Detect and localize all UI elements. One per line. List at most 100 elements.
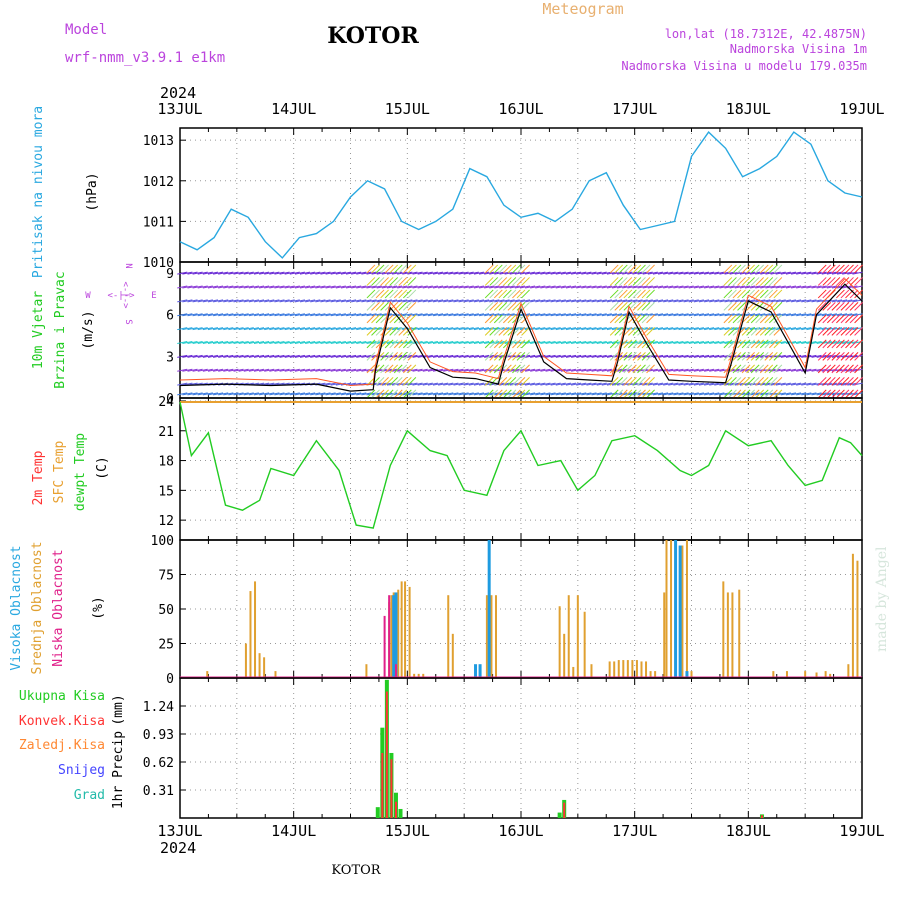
legend-konvek: Konvek.Kisa <box>19 714 105 729</box>
wind-band-barb <box>845 277 853 285</box>
compass-e: E <box>151 291 156 301</box>
cloud-bar <box>486 595 488 678</box>
wind-band-barb <box>647 315 655 323</box>
cloud-bar <box>563 634 565 678</box>
pressure-line <box>180 132 862 258</box>
wind-band-barb <box>408 365 416 373</box>
cloud-bar <box>847 664 849 678</box>
wind-band-barb <box>760 365 768 373</box>
wind-band-barb <box>765 277 773 285</box>
wind-band-barb <box>381 302 389 310</box>
wind-band-barb <box>724 302 732 310</box>
y-tick-label: 24 <box>158 395 174 410</box>
wind-band-barb <box>408 315 416 323</box>
wind-band-barb <box>823 365 831 373</box>
wind-band-barb <box>724 277 732 285</box>
wind-axis-title: 10m Vjetar <box>31 291 46 369</box>
wind-band-barb <box>610 290 618 298</box>
wind-band-barb <box>738 290 746 298</box>
wind-band-barb <box>517 365 525 373</box>
wind-unit: (m/s) <box>81 310 96 349</box>
wind-band-barb <box>760 290 768 298</box>
wind-band-barb <box>408 290 416 298</box>
legend-snijeg: Snijeg <box>58 763 105 778</box>
wind-band-barb <box>841 265 849 273</box>
wind-band-barb <box>832 277 840 285</box>
precip-bar <box>376 807 380 818</box>
wind-band-barb <box>751 265 759 273</box>
legend-grad: Grad <box>74 788 105 803</box>
cloud-bar <box>409 587 411 678</box>
model-name: wrf-nmm_v3.9.1 e1km <box>65 50 225 66</box>
clouds-unit: (%) <box>91 596 106 619</box>
cloud-bar <box>636 660 638 678</box>
cloud-bar <box>670 540 672 678</box>
wind-band-barb <box>628 340 636 348</box>
x-tick-label-bottom: 17JUL <box>612 822 657 840</box>
y-tick-label: 50 <box>158 603 174 618</box>
compass-n: N <box>123 263 133 268</box>
wind-band-barb <box>367 290 375 298</box>
wind-band-barb <box>845 315 853 323</box>
cloud-bar <box>627 660 629 678</box>
precip-bar <box>381 753 383 818</box>
wind-band-barb <box>633 302 641 310</box>
clouds-axis-title3: Niska Oblacnost <box>51 549 66 666</box>
wind-band-barb <box>499 277 507 285</box>
wind-band-barb <box>756 290 764 298</box>
wind-band-barb <box>522 290 530 298</box>
wind-band-barb <box>615 315 623 323</box>
wind-band-barb <box>390 277 398 285</box>
wind-band-barb <box>832 315 840 323</box>
cloud-bar <box>490 595 492 678</box>
wind-band-barb <box>751 340 759 348</box>
x-tick-label-top: 15JUL <box>385 100 430 118</box>
wind-band-barb <box>760 315 768 323</box>
pressure-unit: (hPa) <box>85 172 100 211</box>
wind-band-barb <box>367 302 375 310</box>
wind-band-barb <box>724 290 732 298</box>
cloud-bar <box>447 595 449 678</box>
wind-band-barb <box>633 277 641 285</box>
wind-band-barb <box>619 277 627 285</box>
wind-band-barb <box>818 340 826 348</box>
wind-band-barb <box>818 277 826 285</box>
wind-band-barb <box>845 265 853 273</box>
wind-band-barb <box>769 290 777 298</box>
wind-band-barb <box>624 290 632 298</box>
wind-band-barb <box>399 265 407 273</box>
wind-band-barb <box>372 315 380 323</box>
clouds-axis-title: Visoka Oblacnost <box>9 545 24 670</box>
y-tick-label: 1.24 <box>143 700 174 715</box>
cloud-bar <box>663 592 665 678</box>
x-tick-label-top: 16JUL <box>498 100 543 118</box>
wind-band-barb <box>403 290 411 298</box>
wind-band-barb <box>494 265 502 273</box>
wind-band-barb <box>738 340 746 348</box>
credit-label: made by Angel <box>874 546 890 652</box>
wind-band-barb <box>832 265 840 273</box>
wind-band-barb <box>517 277 525 285</box>
wind-band-barb <box>503 315 511 323</box>
cloud-bar <box>452 634 454 678</box>
cloud-bar <box>640 661 642 678</box>
wind-band-barb <box>637 265 645 273</box>
y-tick-label: 6 <box>166 309 174 324</box>
wind-band-barb <box>512 290 520 298</box>
x-tick-label-bottom: 14JUL <box>271 822 316 840</box>
wind-band-barb <box>610 277 618 285</box>
temp-axis-title3: dewpt Temp <box>73 433 88 511</box>
wind-band-barb <box>503 302 511 310</box>
wind-band-barb <box>485 340 493 348</box>
temp-unit: (C) <box>95 456 110 479</box>
wind-band-barb <box>747 340 755 348</box>
cloud-bar <box>572 667 574 678</box>
wind-band-barb <box>490 365 498 373</box>
wind-band-barb <box>372 265 380 273</box>
wind-band-barb <box>490 315 498 323</box>
wind-band-barb <box>823 315 831 323</box>
cloud-bar <box>245 644 247 679</box>
wind-band-barb <box>367 277 375 285</box>
wind-band-barb <box>845 302 853 310</box>
wind-band-barb <box>399 277 407 285</box>
